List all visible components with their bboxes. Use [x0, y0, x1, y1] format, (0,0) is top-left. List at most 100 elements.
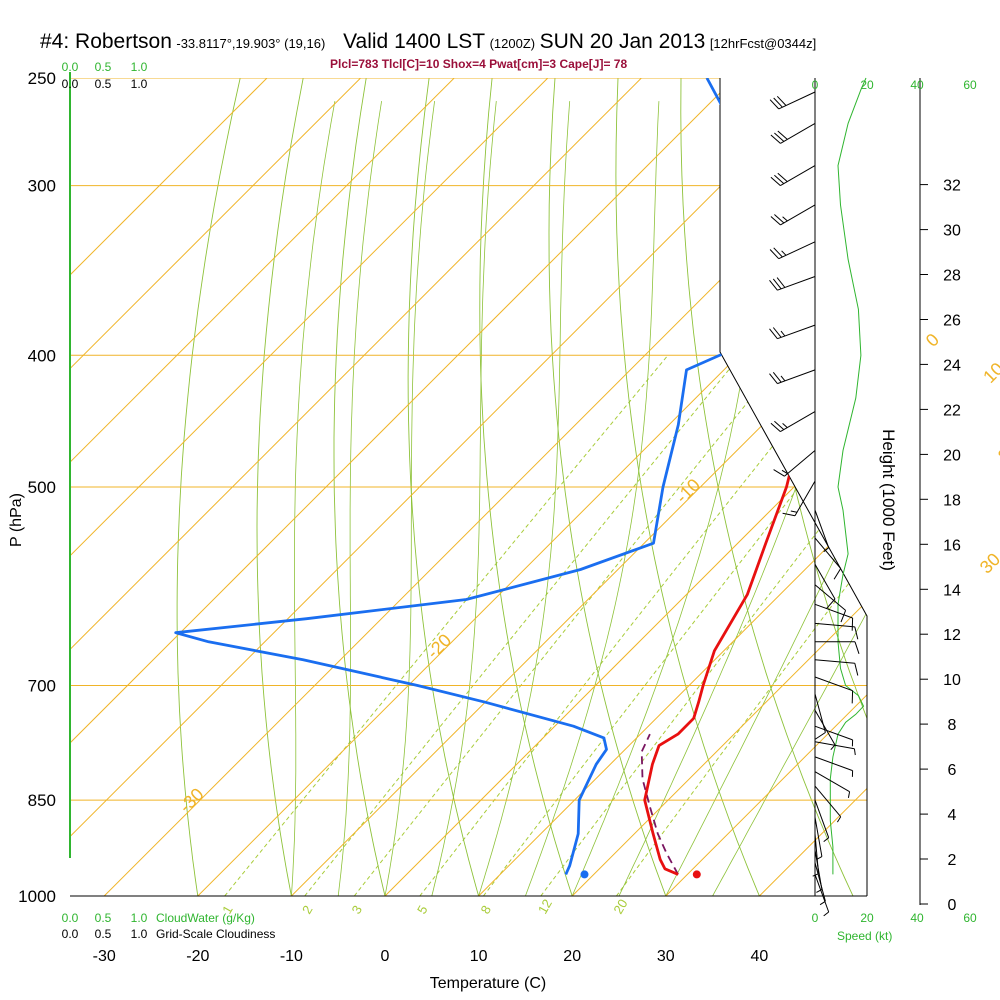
pressure-tick-label: 850 [28, 791, 56, 810]
cloudiness-tick-bottom: 1.0 [131, 927, 148, 941]
pressure-tick-label: 700 [28, 677, 56, 696]
surface-temp-dot [692, 870, 701, 879]
dry-adiabat [806, 78, 867, 896]
height-tick-label: 20 [943, 447, 961, 464]
wind-barb [814, 771, 851, 798]
moist-adiabat [478, 101, 571, 896]
cloudwater-tick-bottom: 1.0 [131, 911, 148, 925]
surface-dewpoint-dot [580, 870, 589, 879]
speed-axis-label: Speed (kt) [837, 929, 892, 943]
height-tick-label: 12 [943, 627, 961, 644]
mixing-ratio-label: 12 [535, 896, 555, 916]
wind-barb [814, 676, 854, 704]
wind-barb [814, 725, 854, 747]
mixing-ratio-label: 3 [349, 903, 366, 917]
wind-speed-line [829, 77, 867, 875]
dewpoint-line [174, 78, 846, 875]
cloudiness-tick-top: 0.5 [95, 77, 112, 91]
temperature-line [643, 78, 806, 876]
x-tick-label: 30 [657, 948, 675, 965]
isotherm-label: 0 [922, 330, 943, 351]
mixing-ratio-label: 20 [610, 896, 630, 916]
height-tick-label: 6 [948, 762, 957, 779]
dry-adiabat [176, 78, 241, 896]
wind-barb [814, 659, 859, 676]
wind-barb [769, 241, 816, 260]
height-tick-label: 28 [943, 268, 961, 285]
x-tick-label: 10 [470, 948, 488, 965]
pressure-tick-label: 1000 [18, 887, 56, 906]
wind-barb [814, 817, 823, 861]
mixing-ratio-label: 8 [478, 903, 495, 917]
mixing-ratio-label: 2 [299, 903, 316, 917]
height-tick-label: 30 [943, 223, 961, 240]
isotherm-label: -30 [175, 784, 208, 817]
wind-barb [782, 480, 816, 517]
moist-adiabat [525, 101, 660, 896]
speed-tick-top: 40 [910, 78, 924, 92]
wind-barb [815, 641, 860, 654]
station-coords: -33.8117°,19.903° (19,16) [176, 36, 326, 51]
wind-barb [770, 122, 816, 144]
height-tick-label: 14 [943, 582, 961, 599]
wind-barb [814, 603, 854, 631]
dry-adiabat [333, 78, 386, 896]
wind-barb [769, 91, 816, 110]
isotherm [665, 78, 867, 896]
cloudwater-tick-bottom: 0.5 [95, 911, 112, 925]
pressure-tick-label: 250 [28, 69, 56, 88]
speed-tick-bottom: 20 [860, 911, 874, 925]
wind-barb [814, 509, 830, 553]
speed-tick-bottom: 0 [812, 911, 819, 925]
forecast-info: [12hrFcst@0344z] [709, 36, 817, 51]
speed-tick-top: 60 [963, 78, 977, 92]
wind-barb [814, 710, 836, 751]
wind-barb [814, 693, 826, 740]
moist-adiabat [665, 100, 867, 896]
height-tick-label: 8 [948, 717, 957, 734]
x-tick-label: 40 [751, 948, 769, 965]
pressure-tick-label: 300 [28, 177, 56, 196]
chart-header: #4: Robertson -33.8117°,19.903° (19,16) … [40, 30, 816, 54]
dry-adiabat [996, 78, 1000, 896]
moist-adiabat [291, 101, 336, 896]
wind-barb [812, 833, 819, 877]
cloudiness-tick-bottom: 0.5 [95, 927, 112, 941]
cloudwater-tick-bottom: 0.0 [62, 911, 79, 925]
isotherm-label: -10 [672, 475, 705, 508]
cloudiness-tick-top: 0.0 [62, 77, 79, 91]
x-tick-label: -30 [93, 948, 116, 965]
moist-adiabat [337, 101, 382, 896]
cloudwater-label: CloudWater (g/Kg) [156, 911, 255, 925]
mixing-ratio-label: 5 [414, 903, 431, 917]
dry-adiabat [615, 78, 760, 896]
height-tick-label: 2 [948, 852, 957, 869]
height-tick-label: 24 [943, 357, 961, 374]
height-tick-label: 22 [943, 402, 961, 419]
wind-barb [769, 369, 816, 385]
dry-adiabat [548, 78, 667, 896]
cloudiness-label: Grid-Scale Cloudiness [156, 927, 275, 941]
mixing-ratio-line [483, 354, 867, 896]
cloudwater-tick-top: 0.5 [95, 60, 112, 74]
forecast-date: SUN 20 Jan 2013 [539, 30, 706, 53]
mixing-ratio-line [353, 354, 786, 896]
stability-stats: Plcl=783 Tlcl[C]=10 Shox=4 Pwat[cm]=3 Ca… [330, 57, 628, 71]
dry-adiabat [256, 78, 304, 896]
isotherm [478, 78, 867, 896]
cloudwater-tick-top: 0.0 [62, 60, 79, 74]
wind-barb [769, 276, 816, 291]
cloudiness-tick-top: 1.0 [131, 77, 148, 91]
zulu-time: (1200Z) [489, 36, 536, 51]
pressure-tick-label: 400 [28, 346, 56, 365]
station-title: #4: Robertson [40, 30, 172, 53]
height-tick-label: 26 [943, 313, 961, 330]
moist-adiabat [431, 101, 497, 896]
speed-tick-bottom: 60 [963, 911, 977, 925]
cloudiness-tick-bottom: 0.0 [62, 927, 79, 941]
dry-adiabat [680, 78, 854, 896]
height-axis-label: Height (1000 Feet) [879, 429, 898, 571]
x-tick-label: 0 [381, 948, 390, 965]
wind-barb [814, 799, 830, 842]
wind-barb [814, 537, 842, 580]
